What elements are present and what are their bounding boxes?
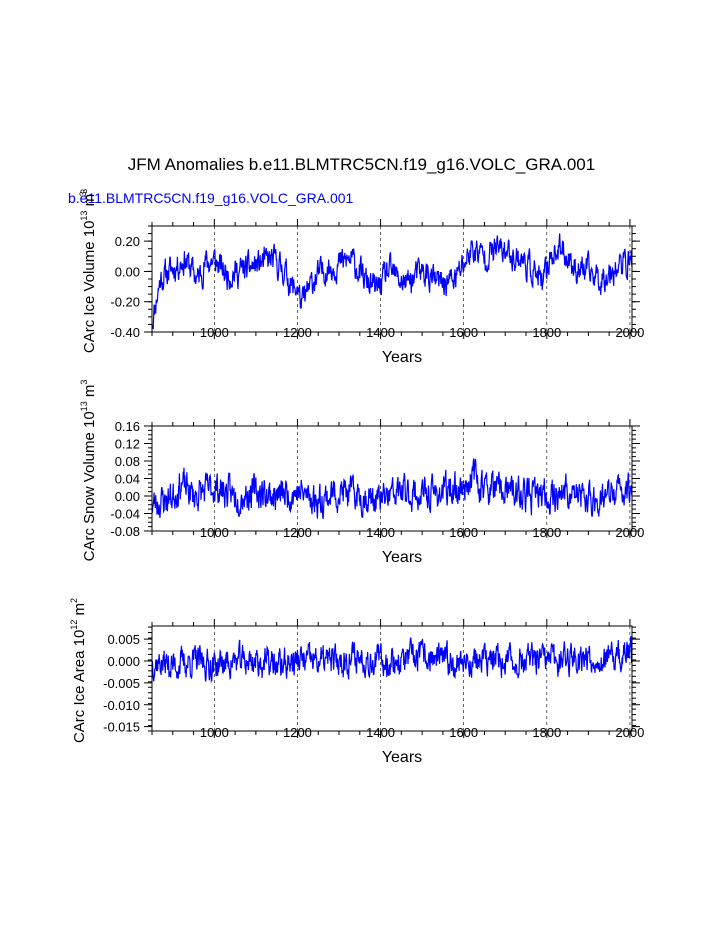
x-tick-label: 1200 <box>283 325 312 340</box>
y-tick-label: 0.000 <box>107 654 140 669</box>
x-tick-label: 2000 <box>615 325 644 340</box>
y-tick-label: -0.40 <box>110 325 140 340</box>
series-line <box>151 233 633 330</box>
x-tick-label: 1000 <box>200 525 229 540</box>
x-tick-label: 1600 <box>449 325 478 340</box>
y-tick-label: 0.20 <box>115 234 140 249</box>
x-tick-label: 1400 <box>366 525 395 540</box>
x-tick-label: 1200 <box>283 725 312 740</box>
y-tick-label: 0.00 <box>115 489 140 504</box>
ice-area-panel: 1000 1200 1400 1600 1800 2000 Years 0.005 0.000 -… <box>69 598 644 766</box>
y-axis-title: CArc Ice Area 1012 m2 <box>69 598 88 743</box>
y-tick-label: 0.08 <box>115 454 140 469</box>
ice-volume-panel: 1000 1200 1400 1600 1800 2000 Years 0.20 0.00 -0.… <box>78 189 644 366</box>
series-line <box>151 636 633 684</box>
x-tick-label: 1200 <box>283 525 312 540</box>
y-tick-label: 0.00 <box>115 264 140 279</box>
y-tick-label: 0.04 <box>115 472 140 487</box>
x-tick-label: 1600 <box>449 525 478 540</box>
y-tick-label: -0.08 <box>110 524 140 539</box>
y-tick-label: 0.005 <box>107 632 140 647</box>
plot-frame <box>151 625 633 732</box>
x-tick-label: 1800 <box>532 525 561 540</box>
x-tick-label: 1000 <box>200 325 229 340</box>
x-axis-title: Years <box>382 349 422 366</box>
x-tick-label: 2000 <box>615 525 644 540</box>
y-tick-label: -0.005 <box>103 676 140 691</box>
x-tick-label: 1600 <box>449 725 478 740</box>
y-tick-label: 0.16 <box>115 419 140 434</box>
snow-volume-panel: 1000 1200 1400 1600 1800 2000 Years 0.16 0.12 0.0… <box>79 380 644 566</box>
series-line <box>151 458 633 520</box>
x-tick-label: 1400 <box>366 725 395 740</box>
y-tick-label: -0.04 <box>110 507 140 522</box>
y-tick-label: -0.20 <box>110 295 140 310</box>
y-axis-title: CArc Snow Volume 1013 m3 <box>79 380 98 562</box>
x-tick-label: 2000 <box>615 725 644 740</box>
x-tick-label: 1000 <box>200 725 229 740</box>
x-axis-title: Years <box>382 749 422 766</box>
x-axis-title: Years <box>382 549 422 566</box>
x-tick-label: 1800 <box>532 725 561 740</box>
x-tick-label: 1800 <box>532 325 561 340</box>
y-tick-label: -0.015 <box>103 720 140 735</box>
y-tick-label: 0.12 <box>115 437 140 452</box>
y-tick-label: -0.010 <box>103 698 140 713</box>
x-tick-label: 1400 <box>366 325 395 340</box>
y-axis-title: CArc Ice Volume 1013 m3 <box>79 189 98 353</box>
y-axis-topnote: 3 <box>78 191 88 196</box>
case-subtitle: b.e11.BLMTRC5CN.f19_g16.VOLC_GRA.001 <box>68 190 354 206</box>
chart-title: JFM Anomalies b.e11.BLMTRC5CN.f19_g16.VO… <box>127 155 596 174</box>
